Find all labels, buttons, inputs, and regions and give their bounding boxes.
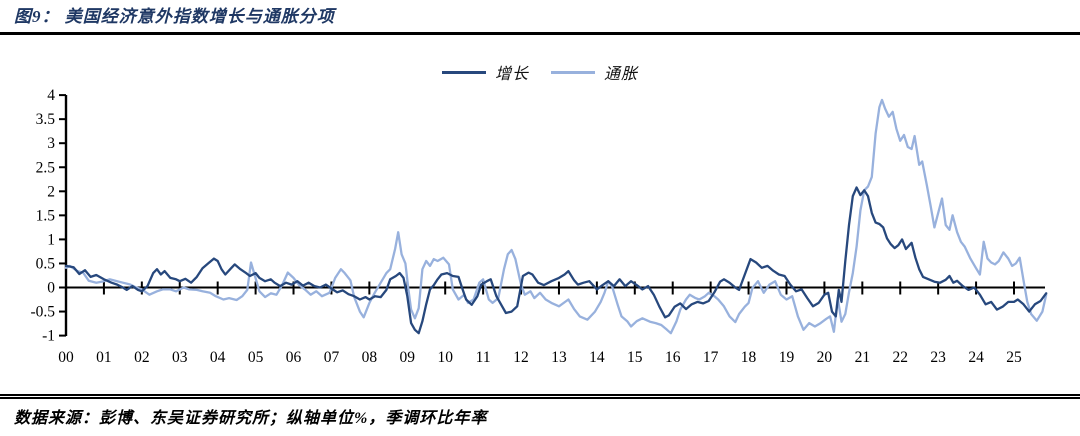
- legend-label-inflation: 通胀: [604, 66, 639, 83]
- x-axis-tick-label: 19: [779, 349, 795, 366]
- y-axis-tick-label: -1: [42, 328, 55, 345]
- x-axis-tick-label: 12: [513, 349, 529, 366]
- x-axis-tick-label: 16: [665, 349, 681, 366]
- y-axis-tick-label: -0.5: [30, 304, 55, 321]
- x-axis-tick-label: 11: [476, 349, 491, 366]
- chart-legend: 增长 通胀: [0, 60, 1080, 84]
- x-axis-tick-label: 07: [324, 349, 340, 366]
- y-axis-tick-label: 1.5: [36, 207, 56, 224]
- x-axis-tick-label: 13: [551, 349, 567, 366]
- legend-item-inflation: 通胀: [551, 60, 638, 84]
- x-axis-tick-label: 09: [400, 349, 416, 366]
- y-axis-tick-label: 1: [47, 231, 55, 248]
- x-axis-tick-label: 18: [741, 349, 757, 366]
- x-axis-tick-label: 05: [248, 349, 264, 366]
- legend-item-growth: 增长: [441, 60, 529, 84]
- x-axis-tick-label: 14: [589, 349, 605, 366]
- y-axis-tick-label: 2: [47, 183, 55, 200]
- x-axis-tick-label: 23: [930, 349, 946, 366]
- x-axis-tick-label: 24: [968, 349, 984, 366]
- x-axis-tick-label: 22: [892, 349, 908, 366]
- series-line-growth: [64, 186, 1048, 335]
- x-axis-tick-label: 08: [362, 349, 378, 366]
- title-divider: [0, 32, 1080, 35]
- footer-divider-bottom-line: [0, 397, 1080, 399]
- x-axis-tick-label: 00: [58, 349, 74, 366]
- y-axis-tick-label: 4: [47, 87, 55, 104]
- x-axis-tick-label: 10: [437, 349, 453, 366]
- x-axis-tick-label: 25: [1006, 349, 1022, 366]
- y-axis-tick-label: 0.5: [36, 255, 56, 272]
- x-axis-tick-label: 17: [703, 349, 719, 366]
- source-note: 数据来源：彭博、东吴证券研究所；纵轴单位%，季调环比年率: [14, 410, 488, 427]
- legend-label-growth: 增长: [494, 66, 529, 83]
- footer-divider: [0, 394, 1080, 399]
- y-axis-tick-label: 2.5: [36, 159, 56, 176]
- growth-line-swatch: [441, 70, 486, 74]
- footer-divider-top-line: [0, 394, 1080, 396]
- inflation-line-swatch: [551, 70, 595, 74]
- x-axis-tick-label: 21: [855, 349, 871, 366]
- x-axis-tick-label: 06: [286, 349, 302, 366]
- x-axis-tick-label: 01: [96, 349, 112, 366]
- x-axis-tick-label: 04: [210, 349, 226, 366]
- x-axis-tick-label: 02: [134, 349, 150, 366]
- figure-title: 图9： 美国经济意外指数增长与通胀分项: [14, 7, 335, 26]
- x-axis-tick-label: 03: [172, 349, 188, 366]
- y-axis-tick-label: 0: [47, 280, 55, 297]
- x-axis-tick-label: 20: [817, 349, 833, 366]
- x-axis-tick-label: 15: [627, 349, 643, 366]
- y-axis-tick-label: 3: [47, 135, 55, 152]
- series-line-inflation: [64, 98, 1048, 335]
- y-axis-tick-label: 3.5: [36, 111, 56, 128]
